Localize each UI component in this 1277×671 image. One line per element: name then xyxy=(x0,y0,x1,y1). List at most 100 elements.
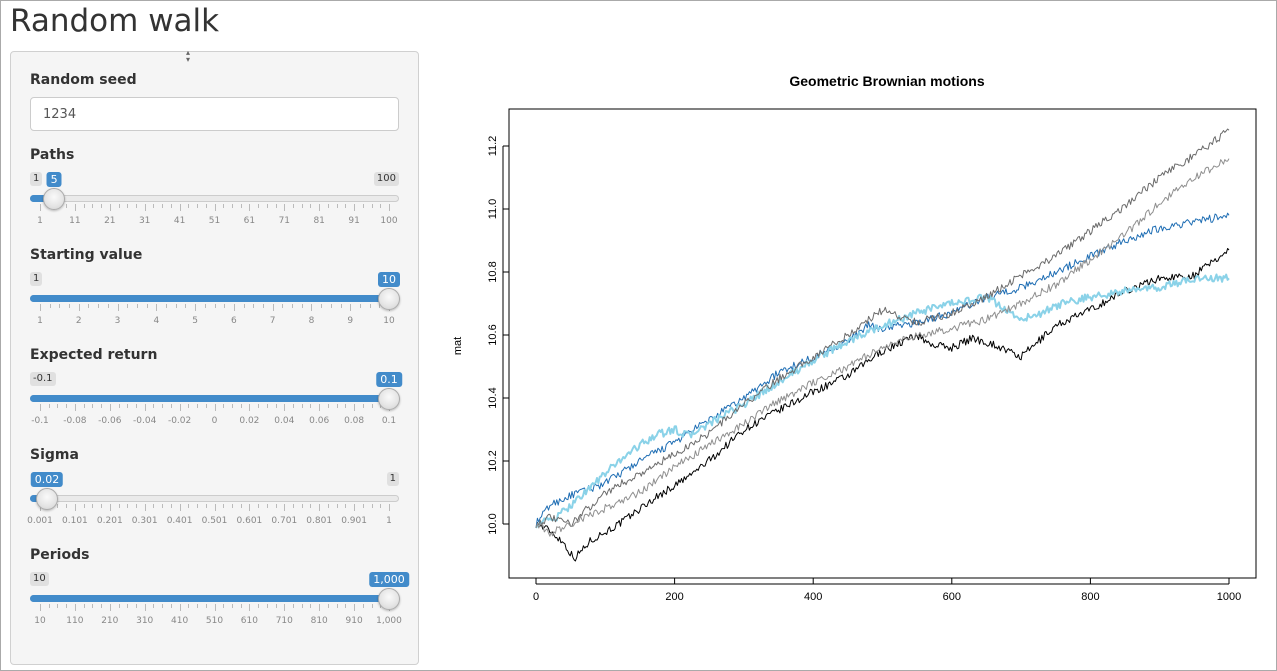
gbm-chart: Geometric Brownian motions mat 0 200 400 60… xyxy=(452,73,1257,603)
slider-tick xyxy=(266,204,268,208)
slider-tick xyxy=(240,204,242,208)
slider-tick xyxy=(240,404,242,408)
slider-tick-label: 0.001 xyxy=(27,516,53,526)
paths-slider[interactable]: 1 100 5 1 11 21 31 41 51 61 71 81 91 100 xyxy=(30,172,399,232)
slider-tick xyxy=(40,304,41,311)
slider-value-label: 1,000 xyxy=(369,572,409,587)
slider-tick-label: 7 xyxy=(269,316,276,326)
slider-tick xyxy=(301,204,303,208)
x-tick-label: 400 xyxy=(804,591,822,603)
slider-tick xyxy=(74,604,76,611)
x-tick-label: 0 xyxy=(533,591,539,603)
slider-tick xyxy=(319,504,321,511)
slider-tick xyxy=(293,504,295,508)
slider-tick-label: 0.201 xyxy=(96,516,123,526)
slider-tick-label: 10 xyxy=(383,316,395,326)
slider-tick xyxy=(310,504,312,508)
slider-track[interactable] xyxy=(30,195,399,202)
series-line xyxy=(535,212,1230,528)
plot-area: Geometric Brownian motions mat 0 200 400 60… xyxy=(441,61,1271,621)
slider-tick xyxy=(48,604,50,608)
slider-tick xyxy=(275,504,277,508)
slider-tick-label: -0.04 xyxy=(133,416,157,426)
slider-tick xyxy=(359,304,361,308)
slider-tick xyxy=(49,304,51,308)
slider-value-label: 0.1 xyxy=(376,372,402,387)
slider-value-label: 10 xyxy=(378,272,400,287)
slider-tick xyxy=(205,504,207,508)
slider-tick-label: -0.06 xyxy=(98,416,122,426)
slider-tick xyxy=(231,504,233,508)
slider-tick-label: 4 xyxy=(153,316,160,326)
slider-fill xyxy=(30,195,55,202)
slider-tick-label: 91 xyxy=(348,216,360,226)
slider-tick-label: 1,000 xyxy=(376,616,402,626)
slider-tick-label: 810 xyxy=(310,616,328,626)
slider-handle[interactable] xyxy=(35,488,58,510)
slider-tick xyxy=(389,204,390,211)
slider-tick xyxy=(249,604,251,611)
sigma-slider[interactable]: 1 0.02 0.001 0.101 0.201 0.301 0.401 0.501 0.601… xyxy=(27,472,399,532)
slider-tick xyxy=(258,404,260,408)
slider-tick xyxy=(330,304,332,308)
slider-tick xyxy=(156,304,158,311)
slider-tick xyxy=(214,304,216,308)
slider-value-label: 5 xyxy=(46,172,62,187)
slider-tick-label: 51 xyxy=(208,216,221,226)
slider-tick xyxy=(301,304,303,308)
slider-tick xyxy=(69,304,71,308)
slider-fill xyxy=(30,395,389,402)
slider-tick xyxy=(197,204,199,208)
slider-tick xyxy=(310,604,312,608)
slider-tick xyxy=(144,404,146,411)
slider-min-label: 1 xyxy=(30,272,43,286)
resize-handle-icon[interactable]: ▴ ▾ xyxy=(186,48,191,64)
starting-value-slider[interactable]: 1101012345678910 xyxy=(30,272,400,332)
slider-max-label: 1 xyxy=(386,472,399,486)
slider-tick xyxy=(275,604,277,608)
slider-tick-label: 100 xyxy=(380,216,398,226)
slider-tick-label: 0.06 xyxy=(309,416,330,426)
slider-tick xyxy=(362,604,364,608)
plot-frame xyxy=(508,108,1257,579)
slider-min-label: 1 xyxy=(30,172,43,186)
slider-tick xyxy=(101,404,103,408)
slider-tick xyxy=(258,504,260,508)
slider-tick-label: 0.501 xyxy=(201,516,228,526)
slider-tick xyxy=(284,604,286,611)
slider-handle[interactable] xyxy=(378,588,400,610)
sidebar-panel: ▴▾ Random seed Paths 1100511121314151617… xyxy=(10,48,419,665)
expected-return-slider[interactable]: -0.1 0.1 0.1 -0.1 -0.08 -0.06 -0.04 -0.02 0 0.02 0… xyxy=(30,372,402,432)
slider-tick xyxy=(340,304,342,308)
x-tick-label: 800 xyxy=(1081,591,1099,603)
slider-tick xyxy=(66,204,68,208)
slider-tick xyxy=(118,604,120,608)
slider-tick xyxy=(179,504,181,511)
slider-tick xyxy=(127,604,129,608)
slider-tick xyxy=(266,604,268,608)
slider-tick xyxy=(78,304,80,311)
slider-tick xyxy=(223,504,225,508)
slider-handle[interactable] xyxy=(378,288,400,310)
sigma-label: Sigma xyxy=(30,447,79,463)
series-line xyxy=(535,248,1230,562)
slider-tick-label: 0.601 xyxy=(236,516,263,526)
slider-tick-label: 61 xyxy=(243,216,256,226)
slider-tick xyxy=(224,304,226,308)
slider-handle[interactable] xyxy=(43,188,66,210)
slider-tick xyxy=(301,404,303,408)
slider-tick xyxy=(293,604,295,608)
slider-tick xyxy=(301,504,303,508)
slider-track[interactable] xyxy=(30,495,399,502)
seed-input[interactable] xyxy=(30,97,399,131)
slider-tick xyxy=(205,204,207,208)
slider-tick xyxy=(74,204,76,211)
slider-handle[interactable] xyxy=(378,388,400,410)
slider-tick xyxy=(369,304,371,308)
slider-max-label: 100 xyxy=(373,172,399,186)
slider-tick xyxy=(74,504,76,511)
slider-tick xyxy=(233,304,235,311)
slider-tick xyxy=(88,304,90,308)
slider-tick-label: 0.101 xyxy=(62,516,88,526)
